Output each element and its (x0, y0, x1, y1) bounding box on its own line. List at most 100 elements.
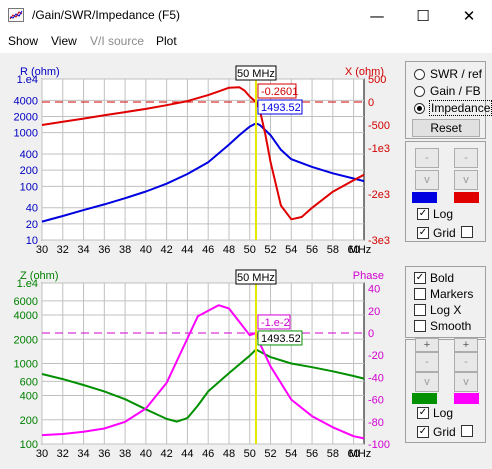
bottom-grid-label: Grid (433, 425, 456, 439)
bottom-grid-box[interactable]: ✓ (417, 426, 429, 438)
left-readout-box (257, 99, 303, 115)
bottom-left-plus-button[interactable]: + (415, 338, 439, 352)
reset-button[interactable]: Reset (412, 119, 480, 137)
markers-checkbox[interactable]: Markers (414, 287, 473, 301)
right-tick-label: 0 (368, 97, 374, 109)
close-button[interactable]: ✕ (462, 6, 476, 25)
bottom-right-plus-button[interactable]: + (454, 338, 478, 352)
bold-checkbox[interactable]: ✓ Bold (414, 271, 454, 285)
z-color-swatch[interactable] (412, 393, 437, 404)
bottom-plot-controls: + + - - v v ✓ Log ✓ Grid (405, 338, 486, 443)
markers-box[interactable] (414, 288, 426, 300)
right-tick-label: 40 (368, 284, 380, 296)
left-tick-label: 2000 (14, 334, 38, 346)
left-readout: 1493.52 (261, 102, 301, 114)
bottom-grid-right-box[interactable] (461, 425, 473, 437)
frequency-label-box (235, 65, 277, 81)
top-grid-right-box[interactable] (461, 226, 473, 238)
left-tick-label: 400 (20, 149, 38, 161)
menu-plot[interactable]: Plot (156, 34, 177, 48)
right-tick-label: -500 (368, 120, 390, 132)
x-tick-label: 42 (161, 448, 173, 460)
left-tick-label: 40 (26, 203, 38, 215)
x-tick-label: 44 (181, 244, 193, 256)
top-grid-right-checkbox[interactable] (461, 226, 473, 238)
app-graph-icon (8, 8, 24, 22)
left-tick-label: 1000 (14, 128, 38, 140)
left-tick-label: 20 (26, 219, 38, 231)
bottom-log-label: Log (433, 406, 454, 420)
menu-show[interactable]: Show (8, 34, 39, 48)
bottom-log-checkbox[interactable]: ✓ Log (417, 406, 453, 420)
x-tick-label: 40 (140, 244, 152, 256)
x-tick-label: 42 (161, 244, 173, 256)
right-readout: -0.2601 (261, 86, 298, 98)
frequency-label: 50 MHz (237, 272, 275, 284)
top-log-box[interactable]: ✓ (417, 208, 429, 220)
phase-color-swatch[interactable] (454, 393, 479, 404)
right-tick-label: -80 (368, 417, 384, 429)
bottom-log-box[interactable]: ✓ (417, 407, 429, 419)
x-tick-label: 52 (264, 244, 276, 256)
right-tick-label: -2e3 (368, 189, 390, 201)
x-tick-label: 54 (285, 244, 297, 256)
left-tick-label: 4000 (14, 310, 38, 322)
left-readout: 1493.52 (261, 333, 301, 345)
bold-box[interactable]: ✓ (414, 272, 426, 284)
radio-swr[interactable]: SWR / ref (414, 67, 482, 81)
minimize-button[interactable]: — (369, 6, 385, 25)
x-tick-label: 44 (181, 448, 193, 460)
x-tick-label: 52 (264, 448, 276, 460)
radio-impedance-dot[interactable] (414, 102, 425, 114)
series-line-phase (41, 304, 365, 440)
bold-label: Bold (430, 271, 455, 285)
x-tick-label: 30 (36, 244, 48, 256)
left-tick-label: 6000 (14, 296, 38, 308)
top-grid-box[interactable]: ✓ (417, 227, 429, 239)
bottom-grid-right-checkbox[interactable] (461, 425, 473, 437)
right-tick-label: 0 (368, 328, 374, 340)
radio-impedance[interactable]: Impedance (414, 100, 492, 116)
maximize-button[interactable]: ☐ (416, 6, 430, 25)
x-unit-label: MHz (349, 244, 372, 256)
top-left-up-button[interactable] (415, 148, 439, 168)
logx-box[interactable] (414, 304, 426, 316)
bottom-right-minus-button[interactable]: - (454, 352, 478, 372)
smooth-label: Smooth (430, 319, 472, 333)
x-color-swatch[interactable] (454, 192, 479, 203)
top-right-minus-label: - (464, 152, 468, 164)
frequency-label: 50 MHz (237, 68, 275, 80)
r-color-swatch[interactable] (412, 192, 437, 203)
left-tick-label: 600 (20, 376, 38, 388)
left-tick-label: 10 (26, 235, 38, 247)
bottom-left-down-button[interactable]: v (415, 372, 439, 392)
top-left-down-button[interactable]: v (415, 170, 439, 190)
x-tick-label: 56 (306, 448, 318, 460)
plot-area (41, 78, 365, 241)
radio-gain-dot[interactable] (414, 85, 425, 97)
smooth-checkbox[interactable]: Smooth (414, 319, 471, 333)
right-tick-label: -1e3 (368, 143, 390, 155)
radio-gain[interactable]: Gain / FB (414, 84, 481, 98)
right-tick-label: -3e3 (368, 235, 390, 247)
bottom-grid-checkbox[interactable]: ✓ Grid (417, 425, 456, 439)
menu-vi-source[interactable]: V/I source (90, 34, 145, 48)
bottom-left-minus-button[interactable]: - (415, 352, 439, 372)
right-tick-label: -60 (368, 395, 384, 407)
top-right-down-button[interactable]: v (454, 170, 478, 190)
top-right-up-button[interactable] (454, 148, 478, 168)
x-tick-label: 60 (347, 244, 359, 256)
logx-checkbox[interactable]: Log X (414, 303, 461, 317)
bottom-right-down-button[interactable]: v (454, 372, 478, 392)
top-log-checkbox[interactable]: ✓ Log (417, 207, 453, 221)
menu-view[interactable]: View (51, 34, 77, 48)
radio-swr-dot[interactable] (414, 68, 425, 80)
markers-label: Markers (430, 287, 474, 301)
x-tick-label: 36 (98, 244, 110, 256)
left-tick-label: 200 (20, 415, 38, 427)
x-tick-label: 58 (327, 244, 339, 256)
smooth-box[interactable] (414, 320, 426, 332)
radio-impedance-label: Impedance (428, 100, 492, 116)
top-grid-checkbox[interactable]: ✓ Grid (417, 226, 456, 240)
